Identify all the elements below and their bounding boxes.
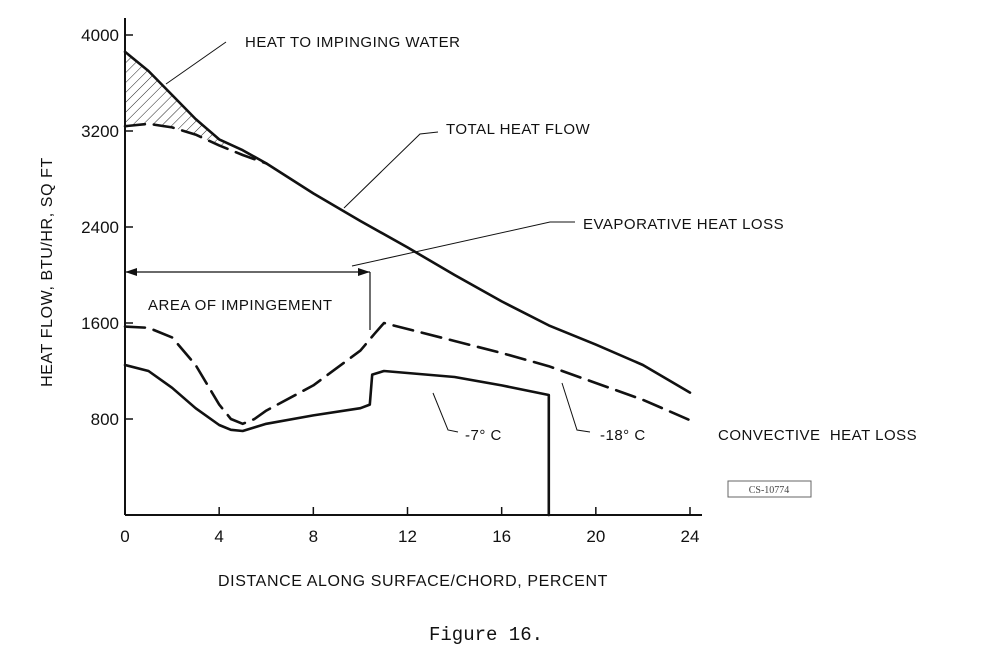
area-of-impingement-bracket: [125, 268, 371, 330]
x-tick-label: 12: [398, 527, 417, 546]
y-ticks: 800 1600 2400 3200 4000: [81, 26, 133, 429]
leader-heat-to-impinging-water: [165, 41, 227, 85]
x-tick-label: 8: [309, 527, 318, 546]
leader-total-heat-flow: [343, 131, 439, 209]
x-axis-title: DISTANCE ALONG SURFACE/CHORD, PERCENT: [218, 573, 608, 590]
leader-minus-7c: [432, 392, 459, 433]
y-tick-label: 3200: [81, 122, 119, 141]
annotation-evaporative-heat-loss: EVAPORATIVE HEAT LOSS: [583, 216, 784, 233]
annotation-total-heat-flow: TOTAL HEAT FLOW: [446, 121, 591, 138]
x-tick-label: 0: [120, 527, 129, 546]
annotations: HEAT TO IMPINGING WATER TOTAL HEAT FLOW …: [125, 34, 917, 444]
y-tick-label: 2400: [81, 218, 119, 237]
leader-minus-18c: [561, 382, 591, 433]
figure-caption: Figure 16.: [429, 624, 543, 646]
minus-18c-line: [123, 321, 692, 426]
x-tick-label: 24: [681, 527, 700, 546]
y-axis-title: HEAT FLOW, BTU/HR, SQ FT: [39, 157, 56, 387]
axes: 0 4 8 12 16 20 24 800 1600 2400 3200 4000: [81, 18, 702, 546]
stamp-box: CS-10774: [727, 480, 812, 498]
y-tick-label: 1600: [81, 314, 119, 333]
minus-7c-line: [123, 363, 551, 517]
annotation-convective-heat-loss: CONVECTIVE HEAT LOSS: [718, 427, 917, 444]
annotation-heat-to-impinging-water: HEAT TO IMPINGING WATER: [245, 34, 460, 51]
x-tick-label: 16: [492, 527, 511, 546]
y-tick-label: 4000: [81, 26, 119, 45]
y-tick-label: 800: [91, 410, 119, 429]
total-heat-flow-line: [123, 50, 692, 394]
annotation-minus-7c: -7° C: [465, 427, 502, 444]
x-tick-label: 20: [586, 527, 605, 546]
annotation-area-of-impingement: AREA OF IMPINGEMENT: [148, 297, 333, 314]
stamp-text: CS-10774: [749, 485, 790, 496]
series-layer: [123, 50, 692, 517]
evaporative-heat-loss-line: [123, 122, 268, 165]
x-tick-label: 4: [214, 527, 223, 546]
plot-area: [123, 50, 692, 517]
annotation-minus-18c: -18° C: [600, 427, 646, 444]
leader-evaporative-heat-loss: [351, 221, 575, 267]
x-ticks: 0 4 8 12 16 20 24: [120, 507, 699, 546]
